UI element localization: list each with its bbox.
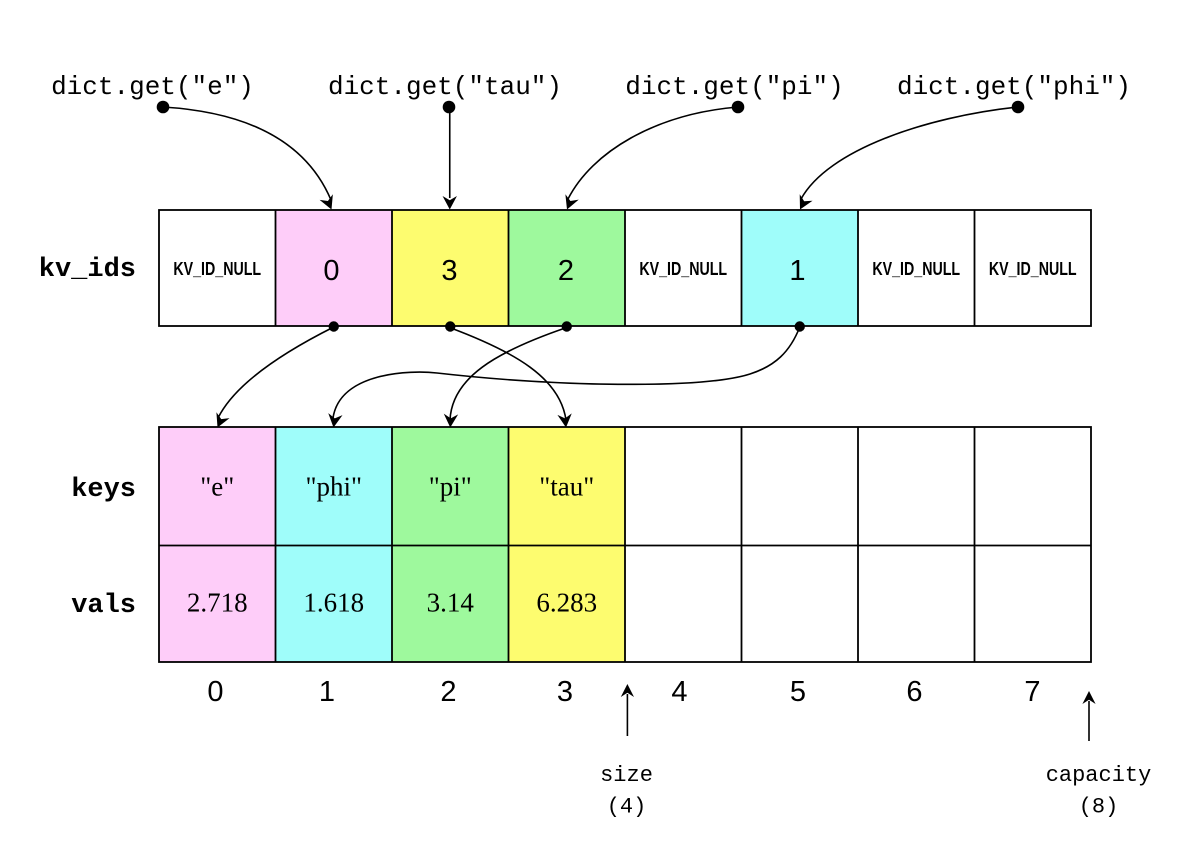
svg-text:kv_ids: kv_ids — [39, 255, 136, 285]
svg-text:3: 3 — [441, 255, 457, 287]
svg-text:keys: keys — [71, 475, 136, 505]
svg-text:vals: vals — [71, 591, 136, 621]
svg-text:KV_ID_NULL: KV_ID_NULL — [173, 259, 261, 279]
svg-text:(4): (4) — [607, 795, 647, 820]
svg-text:capacity: capacity — [1046, 763, 1152, 788]
svg-text:5: 5 — [790, 676, 806, 708]
svg-text:size: size — [600, 763, 653, 788]
svg-text:KV_ID_NULL: KV_ID_NULL — [989, 259, 1077, 279]
svg-text:0: 0 — [323, 255, 339, 287]
svg-text:dict.get("phi"): dict.get("phi") — [897, 72, 1131, 102]
svg-text:7: 7 — [1024, 676, 1040, 708]
svg-text:dict.get("tau"): dict.get("tau") — [328, 72, 562, 102]
svg-text:1: 1 — [319, 676, 335, 708]
svg-text:dict.get("e"): dict.get("e") — [51, 72, 254, 102]
svg-text:1.618: 1.618 — [303, 588, 364, 618]
svg-text:3: 3 — [557, 676, 573, 708]
svg-text:4: 4 — [671, 676, 687, 708]
svg-text:"tau": "tau" — [539, 472, 594, 502]
svg-text:dict.get("pi"): dict.get("pi") — [625, 72, 843, 102]
svg-text:2: 2 — [558, 255, 574, 287]
svg-text:KV_ID_NULL: KV_ID_NULL — [872, 259, 960, 279]
svg-text:0: 0 — [207, 676, 223, 708]
svg-text:KV_ID_NULL: KV_ID_NULL — [639, 259, 727, 279]
svg-text:"pi": "pi" — [429, 472, 472, 502]
svg-text:6.283: 6.283 — [536, 588, 597, 618]
svg-text:2: 2 — [440, 676, 456, 708]
svg-text:"e": "e" — [200, 472, 234, 502]
svg-text:"phi": "phi" — [305, 472, 362, 502]
svg-text:1: 1 — [789, 255, 805, 287]
svg-text:(8): (8) — [1079, 795, 1119, 820]
svg-text:2.718: 2.718 — [187, 588, 248, 618]
svg-text:3.14: 3.14 — [427, 588, 475, 618]
svg-text:6: 6 — [906, 676, 922, 708]
